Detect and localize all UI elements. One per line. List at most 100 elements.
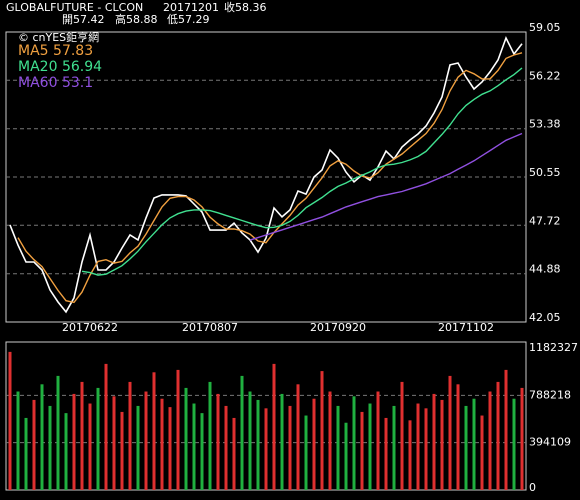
y-tick-label: 53.38 bbox=[529, 118, 561, 131]
legend-entry: MA60 53.1 bbox=[18, 75, 93, 91]
line-ma60 bbox=[249, 132, 523, 241]
y-tick-label: 44.88 bbox=[529, 263, 561, 276]
line-ma20 bbox=[81, 67, 523, 276]
volume-bar bbox=[176, 369, 180, 490]
volume-bar bbox=[272, 363, 276, 490]
volume-bar bbox=[16, 391, 20, 490]
volume-bar bbox=[424, 408, 428, 490]
watermark: © cnYES鉅亨網 bbox=[18, 30, 99, 44]
high: 高58.88 bbox=[115, 12, 158, 26]
y-tick-label: 788218 bbox=[529, 388, 571, 401]
x-tick-label: 20170622 bbox=[62, 321, 118, 334]
volume-bar bbox=[432, 393, 436, 490]
volume-bar bbox=[96, 387, 100, 490]
volume-bar bbox=[472, 398, 476, 490]
volume-bar bbox=[384, 417, 388, 490]
volume-bar bbox=[24, 417, 28, 490]
volume-bar bbox=[280, 393, 284, 490]
volume-bar bbox=[240, 375, 244, 490]
y-tick-label: 59.05 bbox=[529, 21, 561, 34]
open-label: 開 bbox=[62, 13, 73, 26]
volume-bar bbox=[88, 403, 92, 490]
volume-bar bbox=[208, 381, 212, 490]
volume-bar bbox=[488, 391, 492, 490]
volume-bar bbox=[136, 405, 140, 490]
legend-entry: MA20 56.94 bbox=[18, 59, 102, 75]
legend-value: 56.94 bbox=[62, 59, 102, 75]
volume-bar bbox=[168, 407, 172, 490]
volume-bar bbox=[328, 391, 332, 490]
volume-bar bbox=[232, 417, 236, 490]
open: 開57.42 bbox=[62, 13, 105, 26]
volume-bar bbox=[336, 405, 340, 490]
x-tick-label: 20170920 bbox=[310, 321, 366, 334]
legend-value: 53.1 bbox=[62, 75, 93, 91]
volume-bar bbox=[320, 371, 324, 490]
low: 低57.29 bbox=[167, 13, 210, 26]
close: 收58.36 bbox=[224, 0, 267, 14]
legend-name: MA20 bbox=[18, 59, 57, 75]
volume-bar bbox=[288, 405, 292, 490]
volume-bar bbox=[408, 420, 412, 490]
volume-bar bbox=[304, 415, 308, 490]
volume-bar bbox=[160, 398, 164, 490]
y-tick-label: 42.05 bbox=[529, 311, 561, 324]
high-value: 58.88 bbox=[126, 13, 158, 26]
volume-bar bbox=[456, 384, 460, 490]
y-tick-label: 56.22 bbox=[529, 69, 561, 82]
y-tick-label: 394109 bbox=[529, 436, 571, 449]
volume-bar bbox=[400, 381, 404, 490]
legend-name: MA60 bbox=[18, 75, 57, 91]
volume-bar bbox=[464, 405, 468, 490]
y-tick-label: 50.55 bbox=[529, 166, 561, 179]
close-label: 收 bbox=[224, 0, 235, 14]
volume-bar bbox=[504, 369, 508, 490]
line-ma5 bbox=[17, 52, 523, 304]
low-value: 57.29 bbox=[178, 13, 210, 26]
volume-bar bbox=[104, 363, 108, 490]
volume-bar bbox=[368, 403, 372, 490]
volume-bar bbox=[72, 393, 76, 490]
volume-bar bbox=[144, 391, 148, 490]
y-tick-label: 1182327 bbox=[529, 341, 578, 354]
date: 20171201 bbox=[163, 1, 219, 14]
legend-name: MA5 bbox=[18, 43, 49, 59]
volume-bar bbox=[392, 405, 396, 490]
volume-bar bbox=[416, 403, 420, 490]
volume-bar bbox=[256, 399, 260, 490]
volume-bar bbox=[248, 391, 252, 490]
close-value: 58.36 bbox=[235, 1, 267, 14]
volume-bar bbox=[520, 387, 524, 490]
volume-bar bbox=[216, 393, 220, 490]
volume-bar bbox=[480, 415, 484, 490]
volume-bar bbox=[200, 413, 204, 490]
legend-entry: MA5 57.83 bbox=[18, 43, 93, 59]
volume-bar bbox=[56, 375, 60, 490]
open-value: 57.42 bbox=[73, 13, 105, 26]
volume-bar bbox=[512, 398, 516, 490]
volume-bar bbox=[152, 372, 156, 490]
volume-bar bbox=[184, 387, 188, 490]
symbol: GLOBALFUTURE - CLCON bbox=[6, 1, 143, 14]
volume-bar bbox=[352, 396, 356, 490]
volume-bar bbox=[496, 381, 500, 490]
volume-bar bbox=[8, 351, 12, 490]
y-tick-label: 47.72 bbox=[529, 214, 561, 227]
y-tick-label: 0 bbox=[529, 481, 536, 494]
volume-bar bbox=[112, 396, 116, 490]
volume-bar bbox=[192, 403, 196, 490]
volume-bar bbox=[440, 399, 444, 490]
low-label: 低 bbox=[167, 13, 178, 26]
line-price bbox=[9, 35, 523, 314]
x-tick-label: 20171102 bbox=[438, 321, 494, 334]
volume-bar bbox=[264, 408, 268, 490]
volume-bar bbox=[296, 384, 300, 490]
volume-bar bbox=[80, 381, 84, 490]
high-label: 高 bbox=[115, 12, 126, 26]
volume-bar bbox=[312, 398, 316, 490]
volume-bar bbox=[64, 413, 68, 490]
legend-value: 57.83 bbox=[53, 43, 93, 59]
volume-bar bbox=[32, 399, 36, 490]
